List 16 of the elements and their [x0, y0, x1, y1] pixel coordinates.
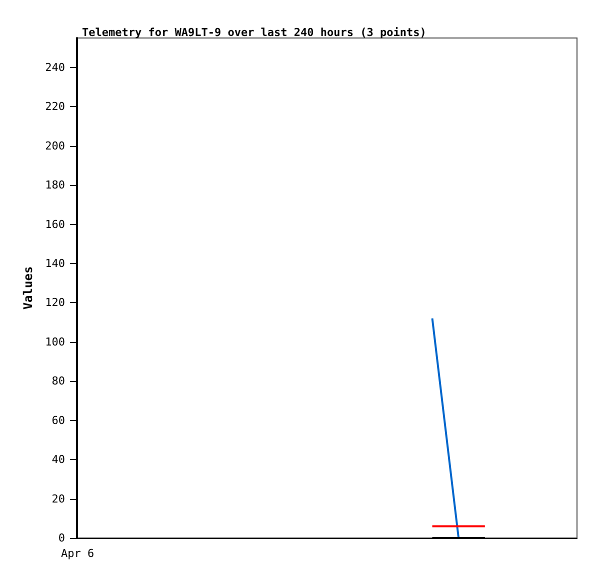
y-tick-label: 220 — [45, 100, 65, 114]
y-tick-label: 160 — [45, 218, 65, 231]
y-tick-label: 40 — [52, 453, 65, 466]
text: Apr 6 — [61, 547, 94, 560]
y-tick-label: 240 — [45, 60, 65, 74]
y-tick-label: 200 — [45, 139, 65, 152]
y-tick-label: 140 — [45, 256, 65, 270]
y-tick-label: 80 — [52, 374, 65, 388]
y-tick-label: 180 — [45, 178, 65, 192]
y-tick-label: 20 — [52, 492, 65, 506]
y-axis-title: Values — [21, 266, 36, 310]
chart-title: Telemetry for WA9LT-9 over last 240 hours (3 points) — [82, 26, 426, 39]
y-tick-label: 0 — [58, 532, 65, 544]
y-tick-label: 100 — [45, 335, 65, 348]
y-tick-label: 60 — [52, 414, 65, 427]
y-tick-label: 120 — [45, 296, 65, 310]
